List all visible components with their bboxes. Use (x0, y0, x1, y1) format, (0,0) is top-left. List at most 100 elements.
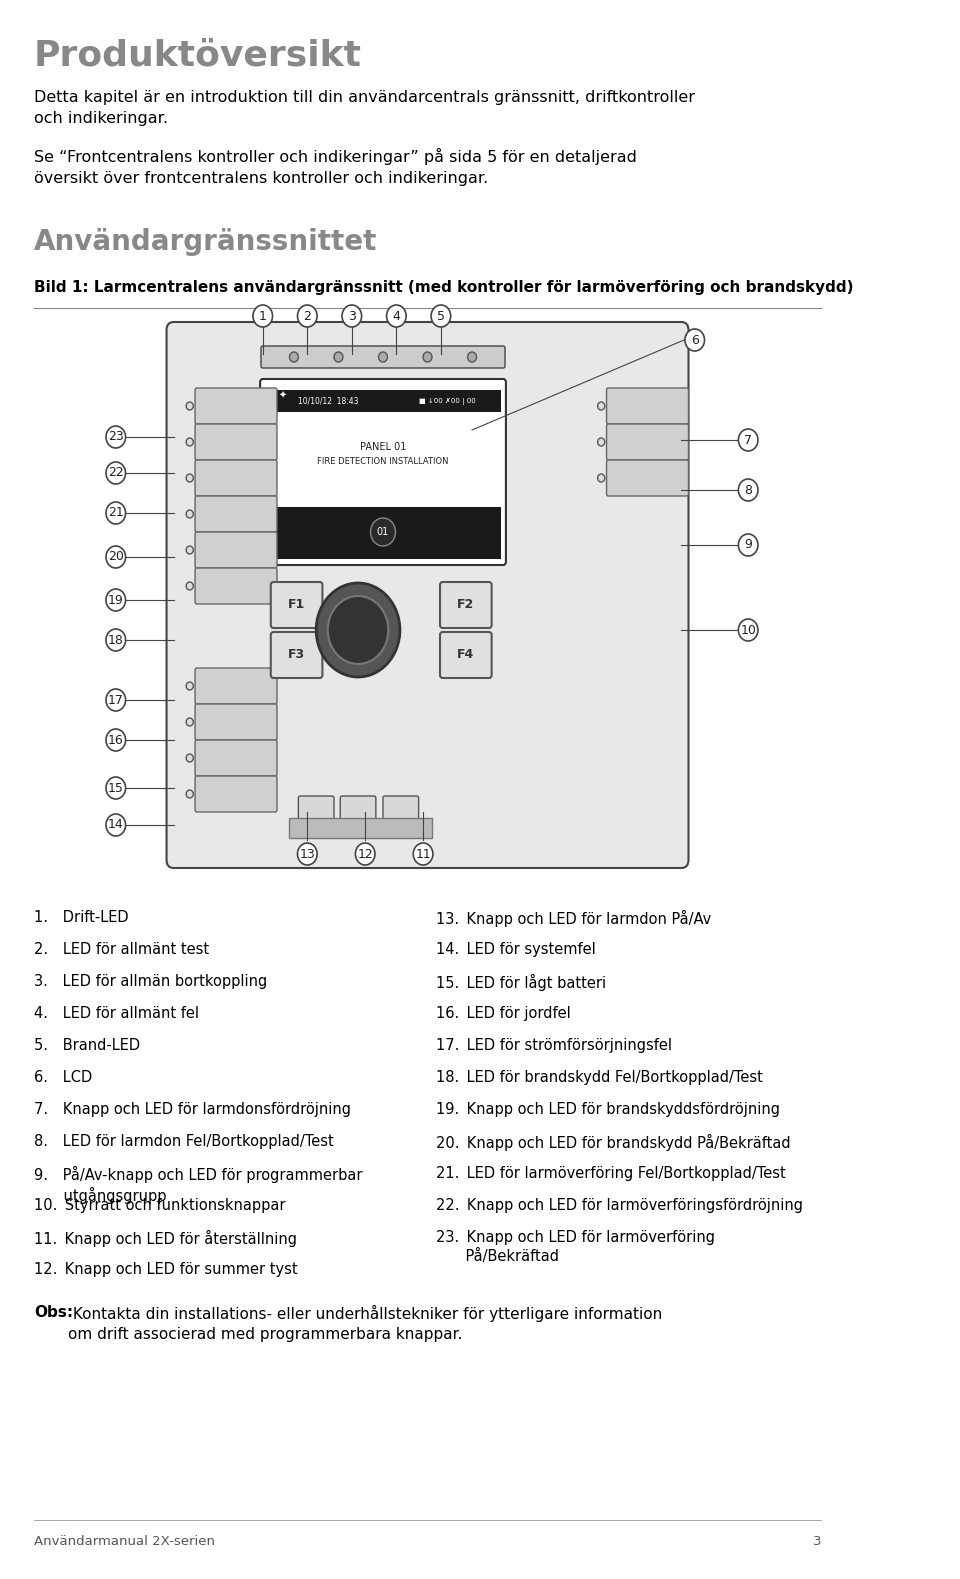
FancyBboxPatch shape (195, 668, 277, 704)
Text: 10. Styrratt och funktionsknappar: 10. Styrratt och funktionsknappar (34, 1198, 285, 1213)
Bar (290, 818, 432, 838)
FancyBboxPatch shape (440, 632, 492, 677)
Circle shape (598, 403, 605, 411)
Text: 6.  LCD: 6. LCD (34, 1071, 92, 1085)
Circle shape (298, 305, 317, 327)
FancyBboxPatch shape (261, 346, 505, 368)
Bar (265, 414, 500, 486)
Text: 16. LED för jordfel: 16. LED för jordfel (437, 1006, 571, 1022)
Text: Användarmanual 2X-serien: Användarmanual 2X-serien (34, 1535, 215, 1547)
Circle shape (684, 328, 705, 351)
Circle shape (738, 478, 758, 501)
Bar (265, 390, 500, 412)
Circle shape (355, 843, 375, 865)
Text: 3: 3 (348, 309, 356, 322)
FancyBboxPatch shape (607, 459, 688, 496)
Text: 14: 14 (108, 818, 124, 832)
Text: 18: 18 (108, 633, 124, 646)
Text: F2: F2 (457, 598, 474, 611)
Text: 10/10/12  18:43: 10/10/12 18:43 (299, 396, 359, 406)
Circle shape (371, 518, 396, 546)
FancyBboxPatch shape (383, 796, 419, 827)
Text: 23: 23 (108, 431, 124, 444)
Text: 3: 3 (813, 1535, 821, 1547)
Circle shape (186, 755, 193, 763)
Circle shape (106, 628, 126, 651)
Circle shape (106, 502, 126, 524)
Text: 13: 13 (300, 848, 315, 861)
Circle shape (106, 546, 126, 568)
Circle shape (738, 619, 758, 641)
Circle shape (106, 777, 126, 799)
Text: 9: 9 (744, 538, 752, 551)
Text: 4: 4 (393, 309, 400, 322)
FancyBboxPatch shape (195, 459, 277, 496)
Bar (265, 507, 500, 559)
Text: 7.  Knapp och LED för larmdonsfördröjning: 7. Knapp och LED för larmdonsfördröjning (34, 1102, 350, 1116)
Text: 23. Knapp och LED för larmöverföring
    På/Bekräftad: 23. Knapp och LED för larmöverföring På/… (437, 1230, 715, 1263)
Text: 19: 19 (108, 594, 124, 606)
FancyBboxPatch shape (195, 532, 277, 568)
Circle shape (106, 815, 126, 835)
Text: 5: 5 (437, 309, 444, 322)
Text: 8.  LED för larmdon Fel/Bortkopplad/Test: 8. LED för larmdon Fel/Bortkopplad/Test (34, 1134, 333, 1150)
Text: 7: 7 (744, 434, 753, 447)
Text: 12: 12 (357, 848, 373, 861)
Text: 5.  Brand-LED: 5. Brand-LED (34, 1037, 140, 1053)
Text: ✦: ✦ (278, 392, 287, 401)
Text: 3.  LED för allmän bortkoppling: 3. LED för allmän bortkoppling (34, 974, 267, 988)
Text: 17. LED för strömförsörjningsfel: 17. LED för strömförsörjningsfel (437, 1037, 672, 1053)
Text: 2.  LED för allmänt test: 2. LED för allmänt test (34, 943, 209, 957)
Circle shape (298, 843, 317, 865)
FancyBboxPatch shape (607, 425, 688, 459)
Text: 22: 22 (108, 466, 124, 480)
Text: F4: F4 (457, 649, 474, 662)
Circle shape (186, 546, 193, 554)
Circle shape (598, 437, 605, 445)
Text: 21: 21 (108, 507, 124, 519)
Text: 2: 2 (303, 309, 311, 322)
Text: PANEL 01: PANEL 01 (360, 442, 406, 452)
Circle shape (106, 688, 126, 711)
Circle shape (106, 426, 126, 448)
FancyBboxPatch shape (271, 583, 323, 628)
Circle shape (186, 718, 193, 726)
Circle shape (316, 583, 400, 677)
Circle shape (106, 589, 126, 611)
Text: 8: 8 (744, 483, 753, 496)
Text: 21. LED för larmöverföring Fel/Bortkopplad/Test: 21. LED för larmöverföring Fel/Bortkoppl… (437, 1165, 786, 1181)
FancyBboxPatch shape (299, 796, 334, 827)
FancyBboxPatch shape (195, 775, 277, 812)
Circle shape (327, 595, 389, 665)
Text: FIRE DETECTION INSTALLATION: FIRE DETECTION INSTALLATION (317, 458, 448, 466)
Text: 9.  På/Av-knapp och LED för programmerbar
    utgångsgrupp: 9. På/Av-knapp och LED för programmerbar… (34, 1165, 362, 1205)
FancyBboxPatch shape (195, 425, 277, 459)
Text: Produktöversikt: Produktöversikt (34, 38, 362, 73)
Text: 01: 01 (377, 527, 389, 537)
FancyBboxPatch shape (195, 496, 277, 532)
Text: 18. LED för brandskydd Fel/Bortkopplad/Test: 18. LED för brandskydd Fel/Bortkopplad/T… (437, 1071, 763, 1085)
Text: 20. Knapp och LED för brandskydd På/Bekräftad: 20. Knapp och LED för brandskydd På/Bekr… (437, 1134, 791, 1151)
Text: Bild 1: Larmcentralens användargränssnitt (med kontroller för larmöverföring och: Bild 1: Larmcentralens användargränssnit… (34, 279, 853, 295)
Text: 15: 15 (108, 782, 124, 794)
Text: 15. LED för lågt batteri: 15. LED för lågt batteri (437, 974, 607, 992)
Text: 1.  Drift-LED: 1. Drift-LED (34, 910, 129, 925)
Circle shape (186, 437, 193, 445)
FancyBboxPatch shape (195, 388, 277, 425)
Text: Obs:: Obs: (34, 1304, 73, 1320)
FancyBboxPatch shape (195, 741, 277, 775)
Text: 20: 20 (108, 551, 124, 564)
Text: ■ ↓00 ✗00 | 00: ■ ↓00 ✗00 | 00 (419, 398, 475, 404)
FancyBboxPatch shape (340, 796, 376, 827)
Circle shape (342, 305, 362, 327)
Circle shape (413, 843, 433, 865)
Text: 19. Knapp och LED för brandskyddsfördröjning: 19. Knapp och LED för brandskyddsfördröj… (437, 1102, 780, 1116)
Text: F3: F3 (288, 649, 305, 662)
Text: 17: 17 (108, 693, 124, 706)
FancyBboxPatch shape (195, 568, 277, 605)
Text: 11. Knapp och LED för återställning: 11. Knapp och LED för återställning (34, 1230, 297, 1247)
FancyBboxPatch shape (607, 388, 688, 425)
Circle shape (186, 682, 193, 690)
Circle shape (598, 474, 605, 482)
Circle shape (334, 352, 343, 362)
